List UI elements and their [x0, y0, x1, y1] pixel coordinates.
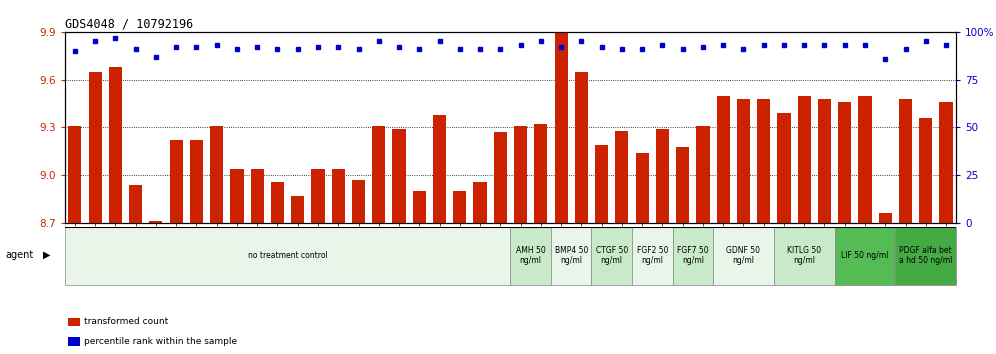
Text: CTGF 50
ng/ml: CTGF 50 ng/ml: [596, 246, 627, 266]
Bar: [433, 115, 446, 223]
Bar: [696, 126, 709, 223]
Text: FGF7 50
ng/ml: FGF7 50 ng/ml: [677, 246, 708, 266]
Bar: [65, 227, 510, 285]
Text: agent: agent: [5, 250, 33, 260]
Bar: [835, 227, 895, 285]
Bar: [190, 140, 203, 223]
Bar: [129, 185, 142, 223]
Bar: [575, 72, 588, 223]
Bar: [635, 153, 648, 223]
Text: FGF2 50
ng/ml: FGF2 50 ng/ml: [636, 246, 668, 266]
Bar: [592, 227, 632, 285]
Text: GDNF 50
ng/ml: GDNF 50 ng/ml: [726, 246, 760, 266]
Bar: [737, 99, 750, 223]
Bar: [271, 182, 284, 223]
Bar: [169, 140, 182, 223]
Bar: [312, 169, 325, 223]
Bar: [895, 227, 956, 285]
Text: PDGF alfa bet
a hd 50 ng/ml: PDGF alfa bet a hd 50 ng/ml: [899, 246, 952, 266]
Bar: [494, 132, 507, 223]
Bar: [676, 147, 689, 223]
Bar: [412, 191, 426, 223]
Bar: [149, 221, 162, 223]
Bar: [251, 169, 264, 223]
Bar: [899, 99, 912, 223]
Bar: [716, 96, 730, 223]
Bar: [514, 126, 527, 223]
Bar: [919, 118, 932, 223]
Bar: [555, 30, 568, 223]
Bar: [798, 96, 811, 223]
Text: KITLG 50
ng/ml: KITLG 50 ng/ml: [787, 246, 822, 266]
Bar: [473, 182, 487, 223]
Bar: [453, 191, 466, 223]
Bar: [595, 145, 609, 223]
Bar: [69, 126, 82, 223]
Bar: [373, 126, 385, 223]
Bar: [352, 180, 366, 223]
Text: AMH 50
ng/ml: AMH 50 ng/ml: [516, 246, 546, 266]
Text: BMP4 50
ng/ml: BMP4 50 ng/ml: [555, 246, 588, 266]
Text: ▶: ▶: [43, 250, 51, 260]
Bar: [655, 129, 669, 223]
Bar: [616, 131, 628, 223]
Bar: [392, 129, 405, 223]
Bar: [632, 227, 672, 285]
Bar: [89, 72, 102, 223]
Text: no treatment control: no treatment control: [248, 251, 328, 260]
Text: percentile rank within the sample: percentile rank within the sample: [84, 337, 237, 346]
Bar: [757, 99, 770, 223]
Bar: [551, 227, 592, 285]
Bar: [878, 213, 891, 223]
Bar: [818, 99, 831, 223]
Bar: [332, 169, 345, 223]
Text: GDS4048 / 10792196: GDS4048 / 10792196: [65, 18, 193, 31]
Bar: [510, 227, 551, 285]
Bar: [774, 227, 835, 285]
Bar: [939, 102, 952, 223]
Bar: [109, 67, 122, 223]
Bar: [839, 102, 852, 223]
Bar: [230, 169, 244, 223]
Bar: [534, 124, 548, 223]
Bar: [713, 227, 774, 285]
Bar: [672, 227, 713, 285]
Text: transformed count: transformed count: [84, 317, 168, 326]
Bar: [777, 113, 791, 223]
Bar: [291, 196, 305, 223]
Bar: [210, 126, 223, 223]
Bar: [859, 96, 872, 223]
Text: LIF 50 ng/ml: LIF 50 ng/ml: [842, 251, 888, 260]
